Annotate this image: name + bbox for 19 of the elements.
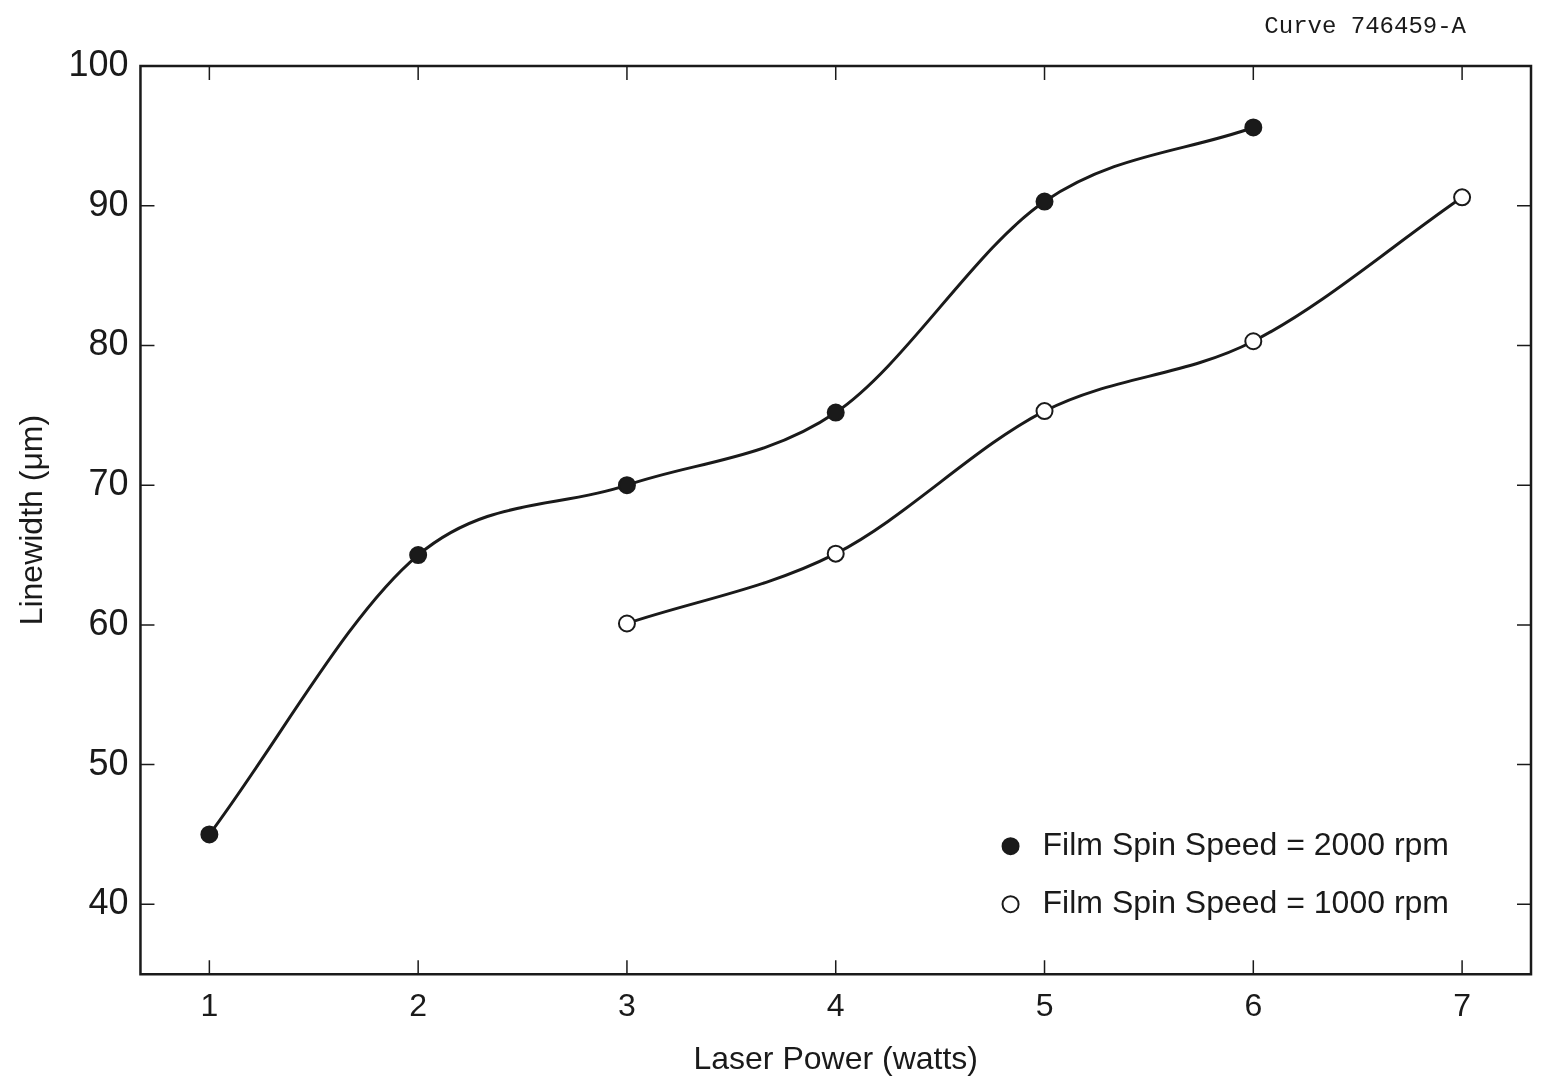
y-tick-label: 60	[88, 601, 129, 643]
x-tick-label: 7	[1453, 987, 1471, 1024]
y-axis-title: Linewidth (μm)	[13, 414, 50, 626]
y-tick-label: 40	[88, 881, 129, 923]
text: Curve 746459-A	[1264, 13, 1467, 41]
x-tick-label: 3	[618, 987, 636, 1024]
x-tick-label: 2	[409, 987, 428, 1024]
x-tick-label: 4	[826, 987, 845, 1024]
y-tick-label: 50	[88, 741, 129, 783]
x-tick-label: 1	[200, 987, 219, 1024]
y-tick-label: 70	[88, 462, 129, 504]
x-tick-label: 6	[1244, 987, 1263, 1024]
y-tick-label: 80	[88, 322, 129, 364]
y-tick-label: 100	[68, 42, 129, 84]
y-tick-label: 90	[88, 182, 129, 224]
legend-label: Film Spin Speed = 1000 rpm	[1042, 884, 1449, 921]
x-axis-title: Laser Power (watts)	[693, 1039, 978, 1076]
legend-label: Film Spin Speed = 2000 rpm	[1042, 826, 1449, 863]
x-tick-label: 5	[1035, 987, 1054, 1024]
